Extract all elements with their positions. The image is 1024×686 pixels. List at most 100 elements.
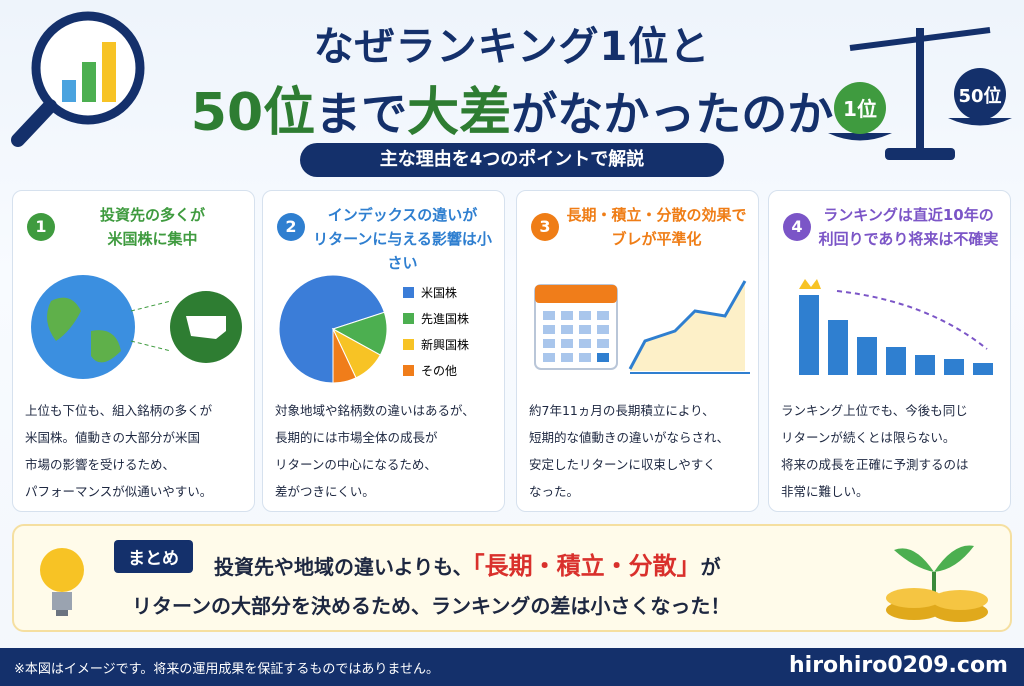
illustration-part (130, 300, 172, 312)
illustration-part (543, 311, 555, 320)
coins-icon (886, 545, 988, 622)
title-line2: 50位まで大差がなかったのか (0, 70, 1024, 145)
illustration-part (886, 347, 906, 375)
footer-site: hirohiro0209.com (788, 653, 1008, 678)
illustration-part (799, 279, 821, 289)
illustration-part (597, 353, 609, 362)
title-part: まで (315, 87, 408, 141)
body-line: 対象地域や銘柄数の違いはあるが、 (275, 403, 475, 418)
illustration-part (561, 311, 573, 320)
legend-swatch (403, 287, 414, 298)
heading-line: インデックスの違いが (327, 206, 478, 224)
body-line: 短期的な値動きの違いがならされ、 (529, 430, 730, 445)
body-line: なった。 (529, 484, 580, 499)
body-line: リターンの中心になるため、 (275, 457, 437, 472)
scale-label: 50位 (958, 85, 1001, 107)
illustration-part (628, 280, 747, 370)
illustration-part (31, 275, 135, 379)
heading-line: 米国株に集中 (107, 230, 198, 248)
card-number: 4 (783, 213, 811, 241)
illustration-part (944, 359, 964, 375)
body-line: パフォーマンスが似通いやすい。 (25, 484, 213, 499)
footer: ※本図はイメージです。将来の運用成果を保証するものではありません。 hirohi… (0, 648, 1024, 686)
legend-label: 新興国株 (421, 337, 469, 352)
card-heading: 長期・積立・分散の効果で ブレが平準化 (561, 203, 752, 251)
title-part: 大差 (407, 83, 512, 143)
illustration-part (561, 339, 573, 348)
body-line: 約7年11ヵ月の長期積立により、 (529, 403, 715, 418)
summary-box: まとめ 投資先や地域の違いよりも、「長期・積立・分散」が リターンの大部分を決め… (12, 524, 1012, 632)
heading-line: 利回りであり将来は不確実 (818, 230, 999, 248)
illustration-part (579, 353, 591, 362)
illustration-part (561, 325, 573, 334)
illustration-part (828, 320, 848, 375)
title-line1: なぜランキング1位と (313, 24, 711, 70)
card-heading: インデックスの違いがリターンに与える影響は小さい (307, 203, 498, 275)
card-body: ランキング上位でも、今後も同じ リターンが続くとは限らない。 将来の成長を正確に予測… (781, 397, 1004, 505)
pie-slice (278, 274, 385, 384)
illustration-part (836, 290, 988, 350)
legend-swatch (403, 365, 414, 376)
body-line: 市場の影響を受けるため、 (25, 457, 176, 472)
illustration-part (561, 353, 573, 362)
scale-icon: 1位 50位 (828, 27, 1012, 160)
illustration-part (973, 363, 993, 375)
subtitle: 主な理由を4つのポイントで解説 (300, 143, 724, 177)
heading-line: 投資先の多くが (99, 206, 205, 224)
heading-line: リターンに与える影響は小さい (313, 230, 492, 272)
illustration-part (630, 281, 745, 371)
body-line: 差がつきにくい。 (275, 484, 375, 499)
body-line: 上位も下位も、組入銘柄の多くが (25, 403, 213, 418)
title-part: 50位 (190, 83, 316, 143)
heading-line: ブレが平準化 (611, 230, 702, 248)
summary-highlight: 「長期・積立・分散」 (472, 552, 701, 580)
illustration-part (543, 353, 555, 362)
illustration-part (579, 339, 591, 348)
scale-label: 1位 (843, 97, 877, 121)
summary-text: が (700, 555, 721, 579)
pie-slice (332, 328, 357, 384)
illustration (534, 280, 750, 374)
card-number: 2 (277, 213, 305, 241)
illustration-part (543, 325, 555, 334)
legend-swatch (403, 313, 414, 324)
card-body: 約7年11ヵ月の長期積立により、 短期的な値動きの違いがならされ、 安定したリターン… (529, 397, 752, 505)
body-line: 将来の成長を正確に予測するのは (781, 457, 969, 472)
body-line: 長期的には市場全体の成長が (275, 430, 438, 445)
legend-label: 先進国株 (421, 311, 469, 326)
body-line: 米国株。値動きの大部分が米国 (25, 430, 201, 445)
bulb-icon (40, 548, 84, 616)
magnifier-icon (11, 11, 145, 147)
illustration-part (579, 325, 591, 334)
title-part: がなかったのか (511, 87, 834, 141)
illustration-part (799, 295, 819, 375)
illustration-part (47, 297, 121, 363)
illustration (799, 279, 993, 375)
summary-text: リターンの大部分を決めるため、ランキングの差は小さくなった！ (132, 594, 731, 618)
heading-line: ランキングは直近10年の (823, 206, 994, 224)
illustration-part (579, 311, 591, 320)
body-line: 安定したリターンに収束しやすく (529, 457, 716, 472)
illustration (31, 275, 242, 379)
card-heading: 投資先の多くが 米国株に集中 (57, 203, 248, 251)
card: 2 インデックスの違いが リターンに与える影響は小さい 米国株 先進国株 新興国株 その他対… (262, 190, 505, 512)
card: 1 投資先の多くが 米国株に集中 上位も下位も、組入銘柄の多くが 米国株。値動きの大部分… (12, 190, 255, 512)
card-number: 3 (531, 213, 559, 241)
footer-note: ※本図はイメージです。将来の運用成果を保証するものではありません。 (14, 662, 439, 677)
summary-text: 投資先や地域の違いよりも、 (214, 555, 473, 579)
illustration-part (597, 311, 609, 320)
body-line: 非常に難しい。 (781, 484, 869, 499)
legend-label: その他 (421, 364, 457, 378)
legend-label: 米国株 (421, 285, 457, 300)
illustration-part (597, 325, 609, 334)
summary-label: まとめ (114, 540, 193, 573)
card-heading: ランキングは直近10年の 利回りであり将来は不確実 (813, 203, 1004, 251)
card-body: 上位も下位も、組入銘柄の多くが 米国株。値動きの大部分が米国 市場の影響を受けるため… (25, 397, 248, 505)
card: 3 長期・積立・分散の効果で ブレが平準化 約7年11ヵ月の長期積立により、 短期的な値… (516, 190, 759, 512)
illustration-part (857, 337, 877, 375)
heading-line: 長期・積立・分散の効果で (566, 206, 747, 224)
body-line: リターンが続くとは限らない。 (781, 430, 956, 445)
illustration-part (186, 316, 226, 339)
